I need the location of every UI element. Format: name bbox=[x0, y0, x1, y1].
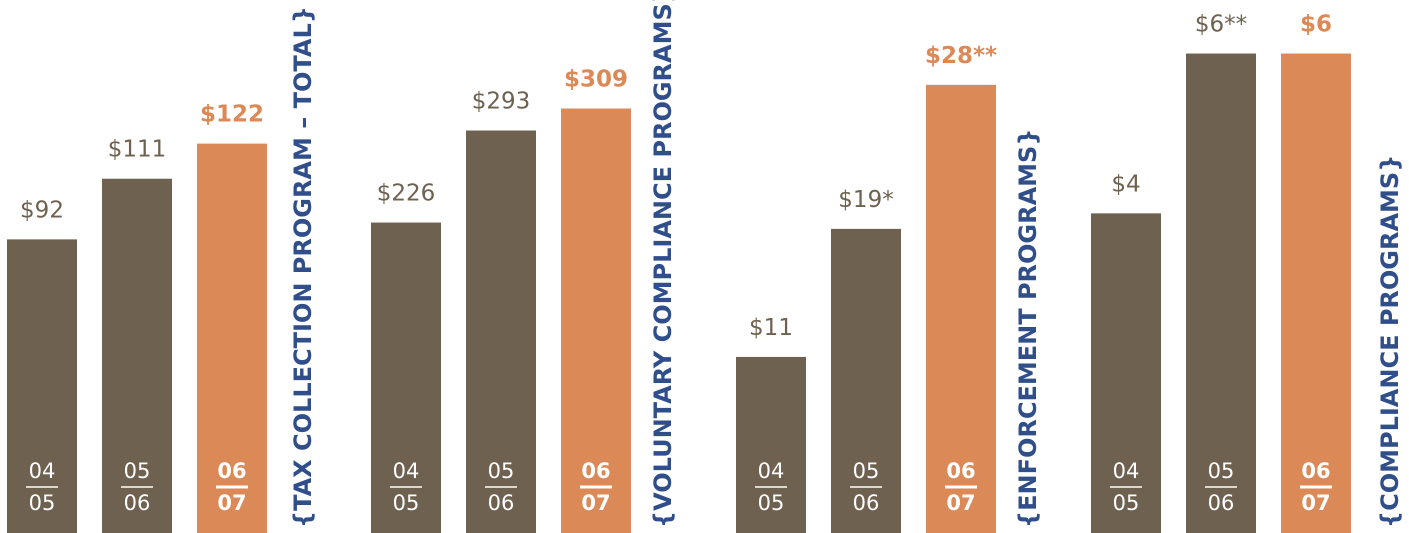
category-bottom: 06 bbox=[124, 491, 151, 515]
bar bbox=[197, 143, 267, 533]
bar bbox=[1281, 53, 1351, 533]
category-bottom: 05 bbox=[29, 491, 56, 515]
bar bbox=[102, 178, 172, 533]
category-top: 04 bbox=[393, 459, 420, 483]
bar bbox=[1186, 53, 1256, 533]
value-label: $111 bbox=[108, 137, 167, 163]
chart-title: {ENFORCEMENT PROGRAMS} bbox=[1014, 129, 1042, 528]
category-bottom: 06 bbox=[488, 491, 515, 515]
value-label: $11 bbox=[749, 315, 793, 341]
category-top: 04 bbox=[758, 459, 785, 483]
bar bbox=[561, 108, 631, 533]
value-label: $309 bbox=[564, 67, 628, 93]
category-top: 06 bbox=[581, 459, 610, 483]
chart-title: {TAX COLLECTION PROGRAM – TOTAL} bbox=[289, 6, 317, 528]
value-label: $6 bbox=[1300, 12, 1332, 38]
bar bbox=[926, 84, 996, 533]
category-bottom: 07 bbox=[946, 491, 975, 515]
category-bottom: 05 bbox=[1113, 491, 1140, 515]
category-bottom: 06 bbox=[1208, 491, 1235, 515]
category-bottom: 07 bbox=[581, 491, 610, 515]
category-top: 06 bbox=[946, 459, 975, 483]
category-bottom: 05 bbox=[758, 491, 785, 515]
value-label: $4 bbox=[1111, 171, 1140, 197]
value-label: $19* bbox=[838, 187, 893, 213]
bar-chart: $11 04 05 $19* 05 06 $28** 06 07 {ENFORCEMENT PRO… bbox=[736, 43, 1042, 533]
value-label: $92 bbox=[20, 197, 64, 223]
chart-title: {COMPLIANCE PROGRAMS} bbox=[1376, 155, 1404, 528]
bar-chart: $4 04 05 $6** 05 06 $6 06 07 {COMPLIANCE PROGRAMS… bbox=[1091, 12, 1404, 533]
bar bbox=[371, 222, 441, 533]
category-bottom: 05 bbox=[393, 491, 420, 515]
category-top: 05 bbox=[853, 459, 880, 483]
bar-chart: $226 04 05 $293 05 06 $309 06 07 {VOLUNTARY COMPL… bbox=[371, 0, 677, 533]
value-label: $6** bbox=[1195, 12, 1247, 38]
category-bottom: 07 bbox=[217, 491, 246, 515]
category-top: 04 bbox=[1113, 459, 1140, 483]
bar bbox=[1091, 213, 1161, 533]
category-top: 04 bbox=[29, 459, 56, 483]
value-label: $226 bbox=[377, 181, 436, 207]
chart-title: {VOLUNTARY COMPLIANCE PROGRAMS} bbox=[649, 0, 677, 528]
category-top: 05 bbox=[488, 459, 515, 483]
category-top: 06 bbox=[1301, 459, 1330, 483]
category-top: 06 bbox=[217, 459, 246, 483]
value-label: $28** bbox=[925, 43, 997, 69]
category-bottom: 07 bbox=[1301, 491, 1330, 515]
category-top: 05 bbox=[1208, 459, 1235, 483]
value-label: $122 bbox=[200, 102, 264, 128]
bar bbox=[7, 239, 77, 533]
bar bbox=[736, 356, 806, 533]
category-bottom: 06 bbox=[853, 491, 880, 515]
category-top: 05 bbox=[124, 459, 151, 483]
bar-chart: $92 04 05 $111 05 06 $122 06 07 {TAX COLLECTION P… bbox=[7, 6, 317, 533]
bar bbox=[831, 228, 901, 533]
bar bbox=[466, 130, 536, 533]
value-label: $293 bbox=[472, 89, 531, 115]
